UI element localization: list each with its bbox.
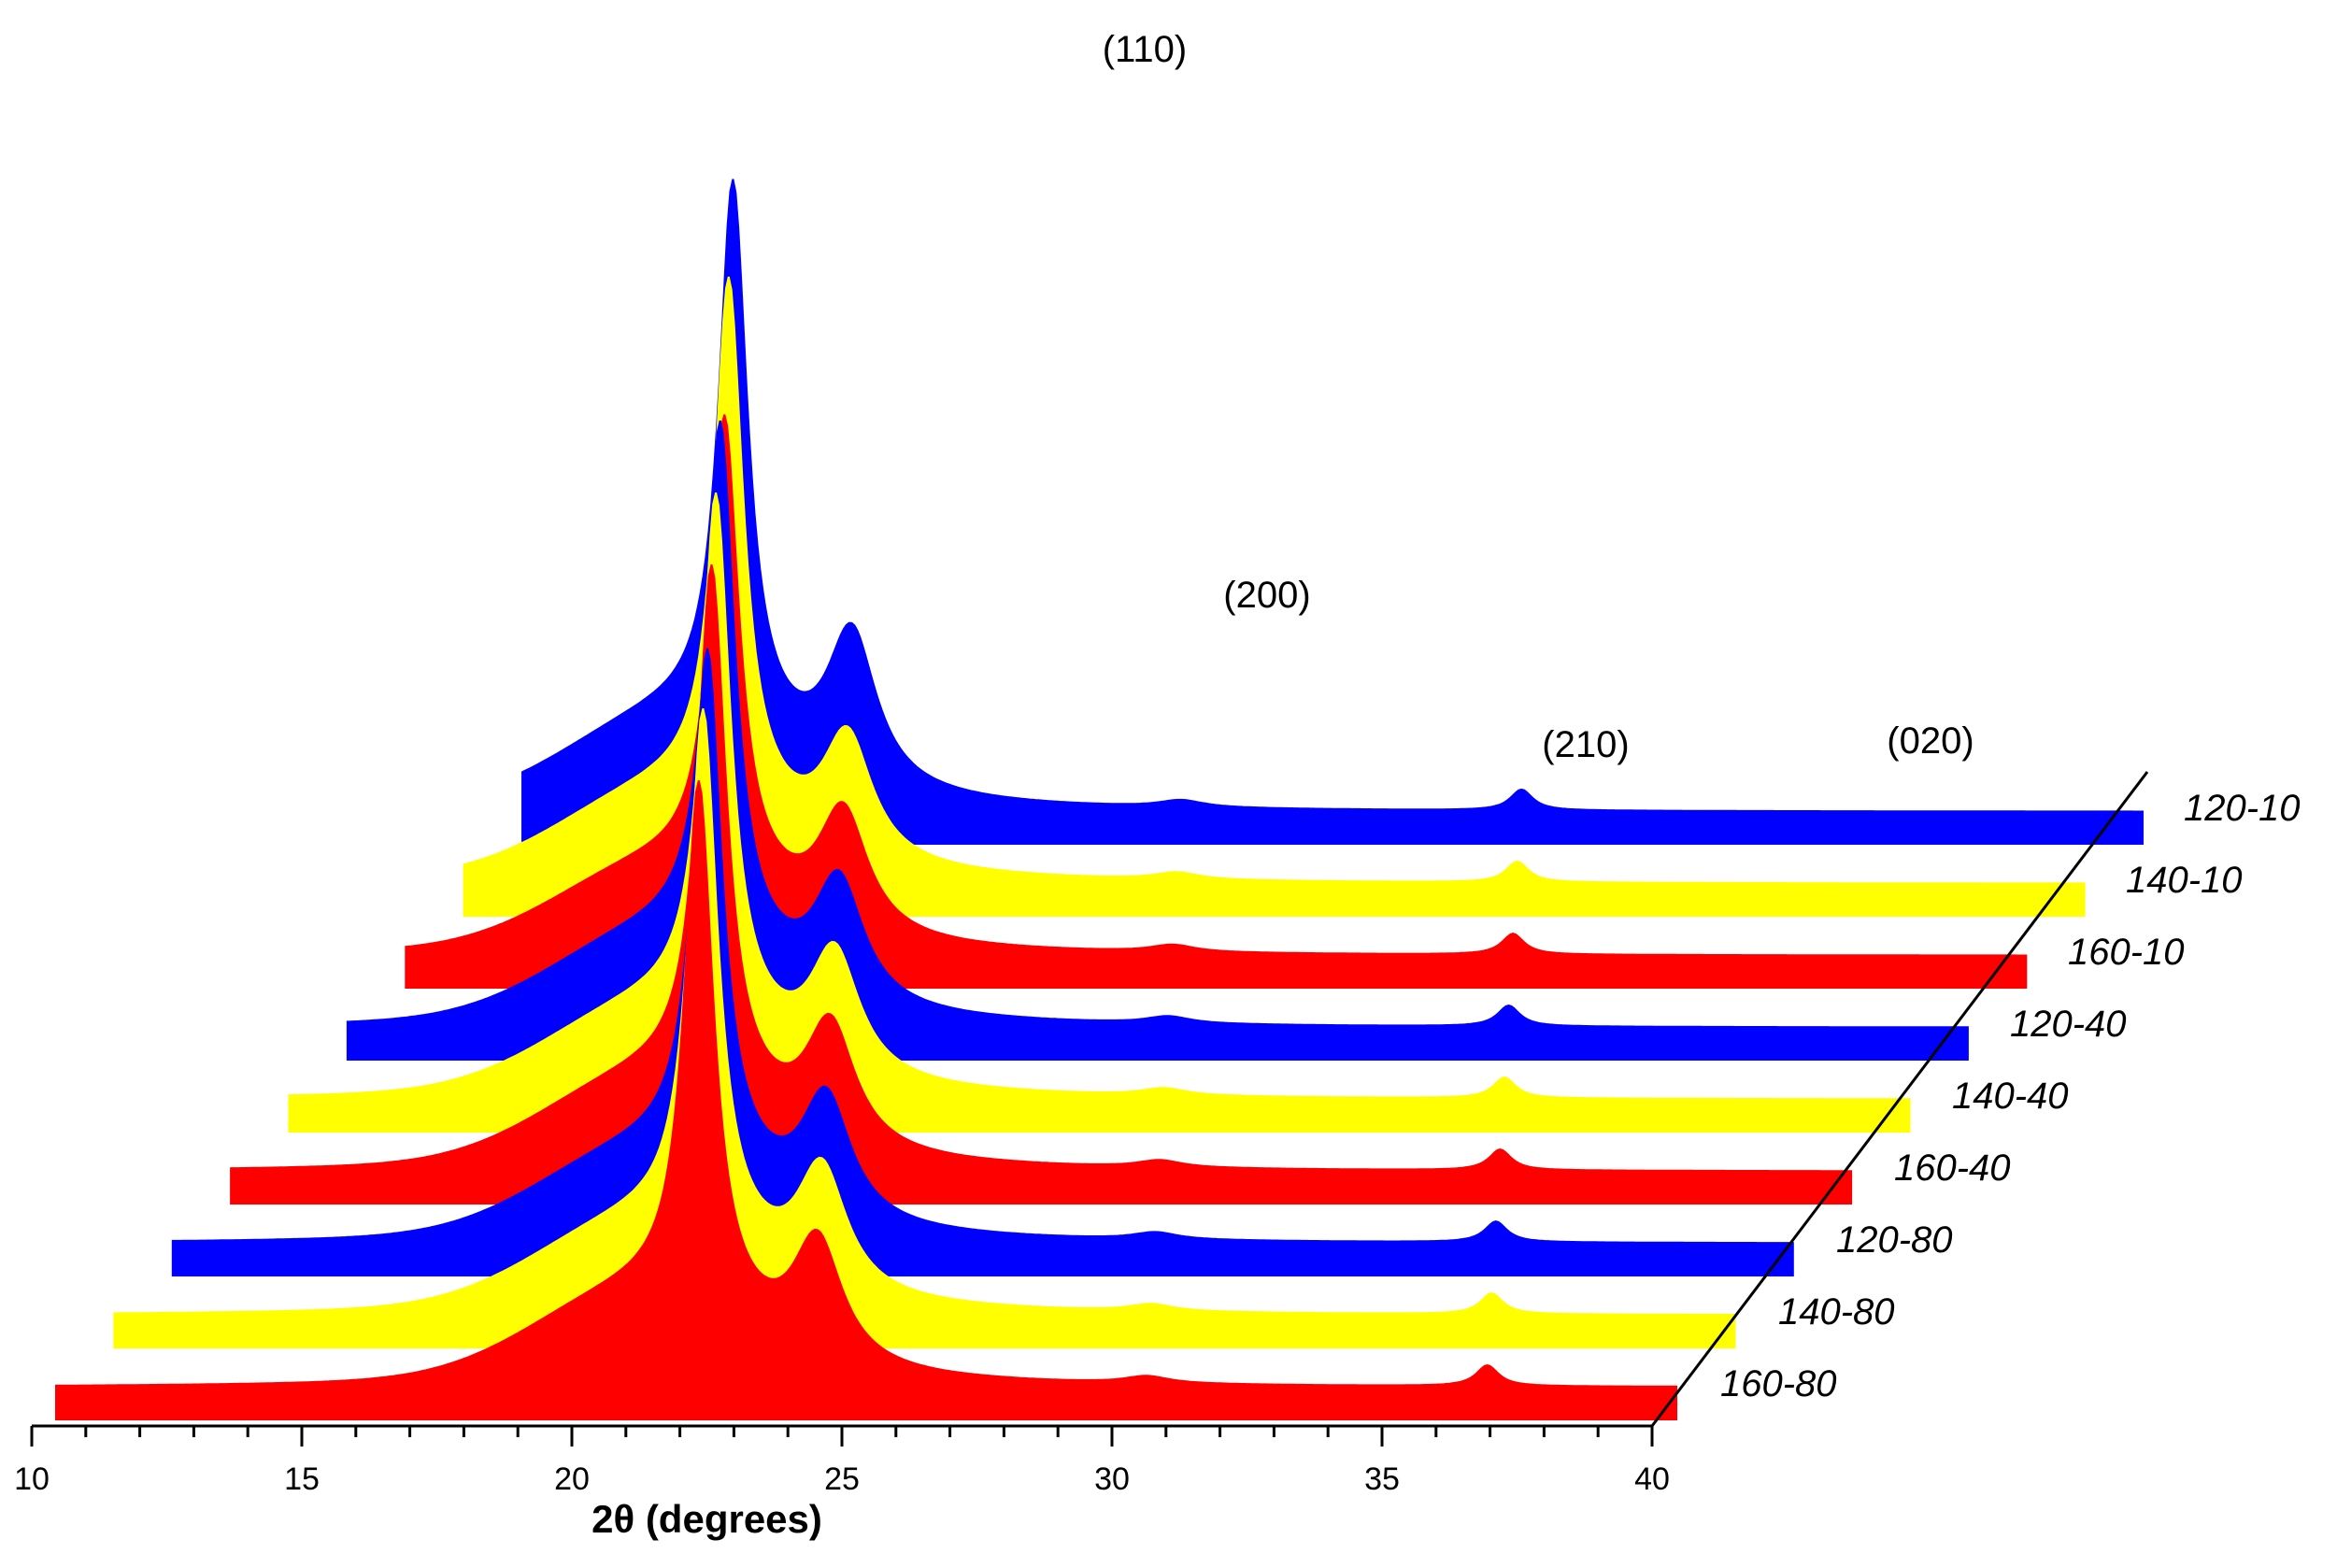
series-120-40-area (346, 420, 1969, 1061)
x-tick-label: 35 (1364, 1461, 1400, 1497)
depth-label-120-80: 120-80 (1836, 1219, 1953, 1261)
series-160-40-area (230, 563, 1853, 1205)
x-tick-label: 30 (1094, 1461, 1130, 1497)
series-160-80-area (55, 779, 1677, 1420)
x-tick-label: 15 (284, 1461, 320, 1497)
depth-label-160-10: 160-10 (2068, 932, 2185, 973)
peak-annotation-200: (200) (1223, 575, 1310, 616)
peak-annotation-110: (110) (1103, 29, 1187, 70)
depth-label-140-80: 140-80 (1778, 1291, 1895, 1333)
depth-label-160-40: 160-40 (1894, 1147, 2011, 1189)
depth-axis: 120-10 140-10 160-10 120-40 140-40 160-40 120-… (1650, 771, 2301, 1427)
depth-label-140-40: 140-40 (1952, 1076, 2069, 1117)
series-120-80-area (171, 648, 1794, 1276)
peak-annotations: (110) (200) (210) (020) (1103, 29, 1974, 765)
depth-label-120-10: 120-10 (2184, 788, 2301, 829)
x-axis-title: 2θ (degrees) (591, 1497, 822, 1541)
depth-label-140-10: 140-10 (2126, 860, 2243, 901)
peak-annotation-210: (210) (1542, 724, 1629, 765)
axis-layer: 10 15 20 25 30 35 40 2θ (degrees) (14, 1424, 1670, 1541)
x-tick-label: 40 (1634, 1461, 1670, 1497)
x-tick-label: 20 (554, 1461, 590, 1497)
peak-annotation-020: (020) (1887, 720, 1974, 762)
x-tick-label: 25 (824, 1461, 860, 1497)
depth-axis-line (1650, 771, 2149, 1427)
series-140-10-area (463, 276, 2086, 917)
series-layer (55, 178, 2144, 1420)
series-140-80-area (113, 707, 1736, 1348)
x-tick-label: 10 (14, 1461, 50, 1497)
depth-label-120-40: 120-40 (2010, 1004, 2127, 1045)
depth-label-160-80: 160-80 (1720, 1363, 1837, 1404)
